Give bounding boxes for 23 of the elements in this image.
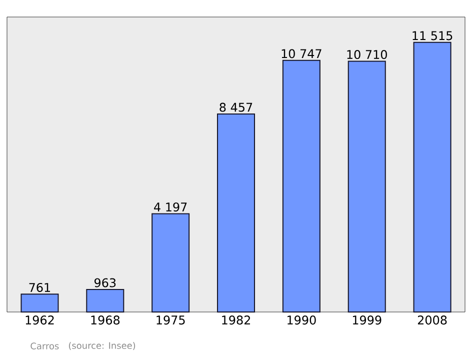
x-tick-label: 1982 xyxy=(222,316,250,325)
text: (source: Insee) xyxy=(68,342,136,350)
x-tick-label: 1962 xyxy=(26,316,54,325)
data-label: 10 710 xyxy=(347,50,387,60)
bar xyxy=(217,113,256,312)
bar xyxy=(282,60,320,312)
bar xyxy=(348,60,386,312)
x-tick-label: 2008 xyxy=(418,316,447,325)
data-label: 11 515 xyxy=(412,31,452,40)
x-tick-label: 1968 xyxy=(91,316,120,325)
data-label: 4 197 xyxy=(154,202,187,212)
data-label: 761 xyxy=(29,282,50,292)
bar xyxy=(413,42,452,312)
x-tick-label: 1990 xyxy=(288,316,316,325)
x-tick-label: 1975 xyxy=(156,316,185,325)
data-label: 8 457 xyxy=(220,102,252,112)
text: Carros xyxy=(30,342,59,350)
bar xyxy=(152,213,190,312)
bar xyxy=(20,294,59,312)
data-label: 10 747 xyxy=(282,49,322,58)
x-tick-label: 1999 xyxy=(352,316,382,325)
data-label: 963 xyxy=(94,278,116,288)
bar xyxy=(86,288,124,312)
